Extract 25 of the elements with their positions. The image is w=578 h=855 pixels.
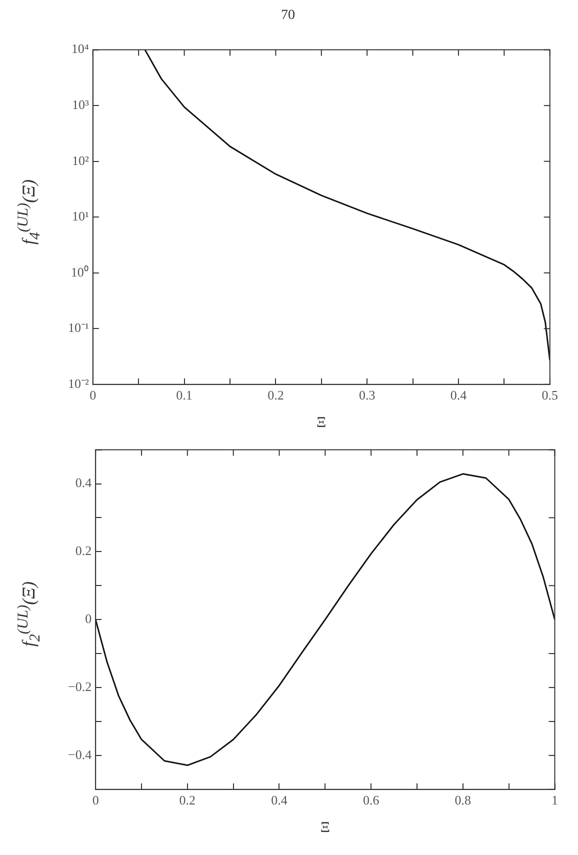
- y-tick-label: 10⁻¹: [68, 320, 89, 336]
- y-tick-label: 0.2: [75, 543, 92, 558]
- x-axis-title: Ξ: [316, 414, 326, 431]
- x-tick-label: 0.2: [268, 388, 284, 403]
- y-tick-label: 10⁰: [70, 264, 89, 280]
- x-tick-label: 0.2: [179, 792, 196, 808]
- y-tick-label: 0: [85, 611, 92, 626]
- x-tick-label: 0.6: [362, 792, 380, 808]
- x-tick-label: 0.4: [450, 388, 468, 403]
- y-tick-label: −0.2: [68, 678, 92, 694]
- y-tick-label: 0.4: [75, 475, 92, 490]
- y-tick-label: 10⁴: [71, 41, 90, 56]
- x-axis-title: Ξ: [320, 820, 330, 836]
- x-tick-label: 1: [552, 792, 558, 808]
- x-tick-label: 0.3: [358, 388, 376, 403]
- y-tick-label: 10¹: [72, 208, 89, 224]
- x-tick-label: 0.8: [454, 792, 472, 808]
- x-tick-label: 0.1: [176, 388, 192, 403]
- y-tick-label: −0.4: [68, 746, 92, 762]
- x-tick-label: 0.4: [271, 792, 288, 808]
- text: 70: [280, 8, 296, 25]
- y-tick-label: 10³: [72, 96, 89, 112]
- y-tick-label: 10⁻²: [68, 376, 89, 391]
- x-tick-label: 0.5: [542, 388, 558, 403]
- y-tick-label: 10²: [72, 152, 89, 168]
